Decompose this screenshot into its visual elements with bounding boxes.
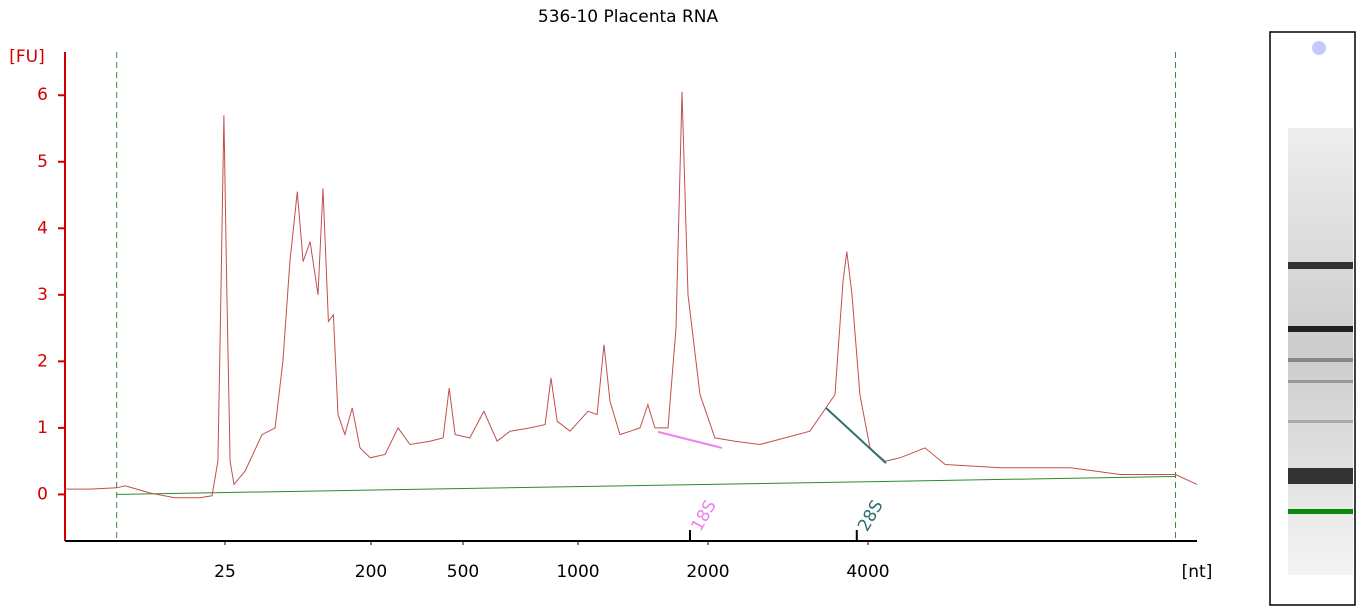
y-tick-label: 4 [37,218,48,238]
x-tick-label: 2000 [686,562,729,582]
y-tick-label: 2 [37,351,48,371]
x-axis-label: [nt] [1182,562,1213,582]
x-tick-label: 1000 [556,562,599,582]
fragment-line [825,407,887,464]
marker-label: 28S [854,497,888,535]
gel-lane [1269,31,1356,606]
chart-title: 536-10 Placenta RNA [538,7,719,27]
y-tick-label: 5 [37,152,48,172]
marker-label: 18S [687,497,721,535]
y-tick-label: 3 [37,285,48,305]
trace [65,91,1198,499]
fragment-line [657,430,723,449]
x-tick-label: 4000 [846,562,889,582]
x-tick-label: 500 [447,562,479,582]
y-axis-label: [FU] [9,47,45,67]
baseline [116,476,1176,495]
y-tick-label: 0 [37,484,48,504]
y-tick-label: 1 [37,418,48,438]
y-tick-label: 6 [37,85,48,105]
x-tick-label: 200 [355,562,387,582]
x-tick-label: 25 [214,562,236,582]
